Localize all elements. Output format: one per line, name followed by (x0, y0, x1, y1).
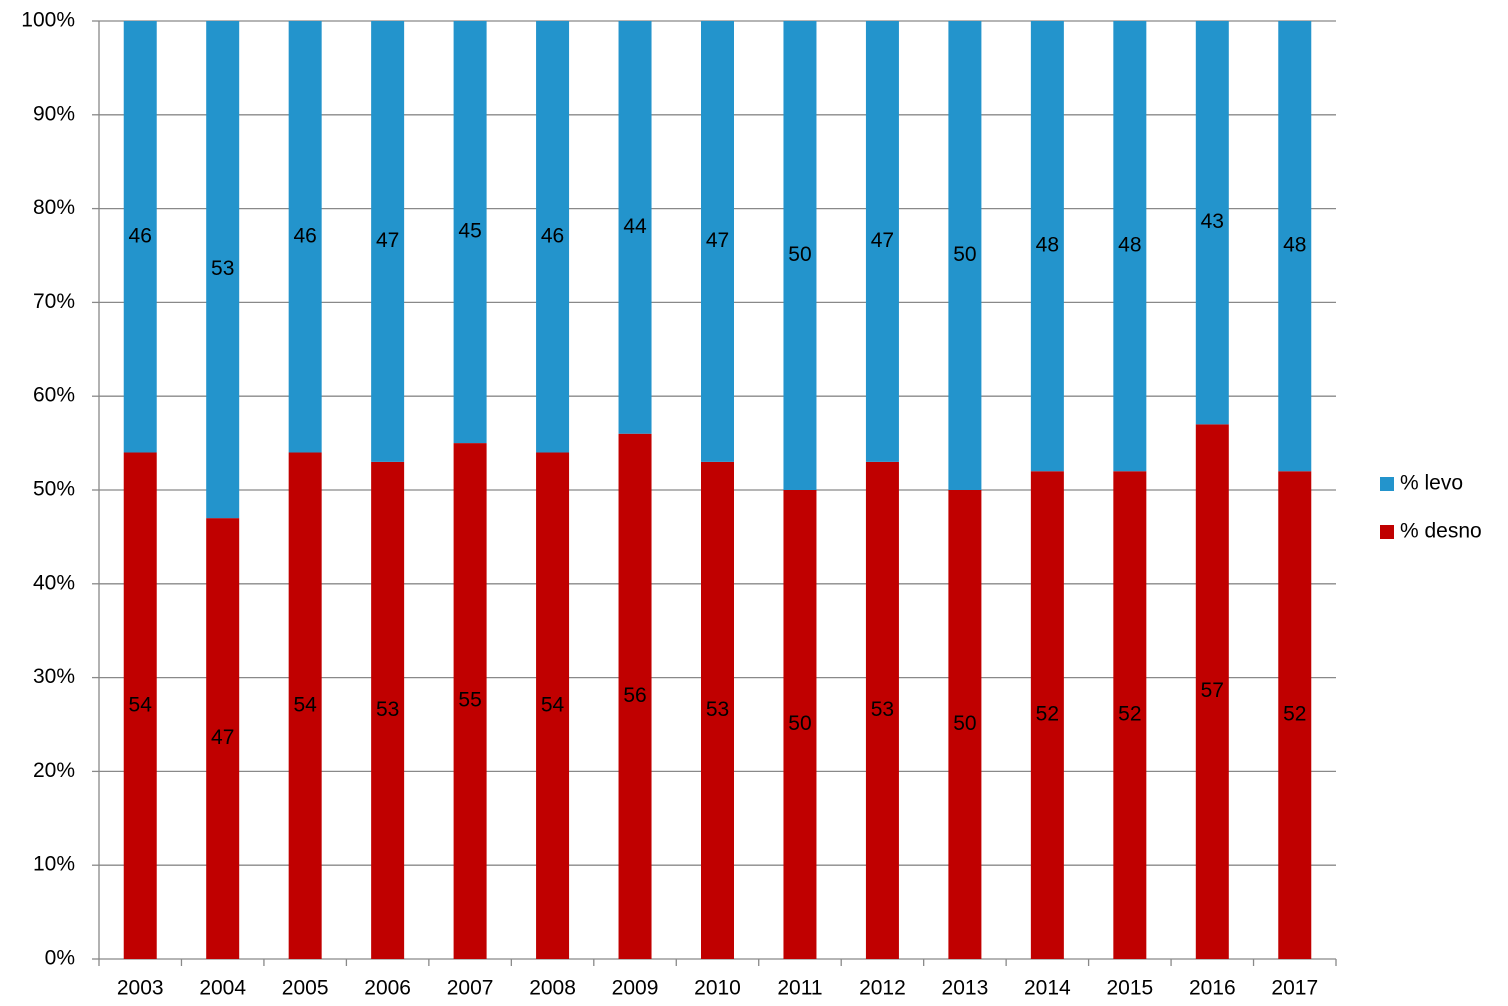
data-label: 53 (211, 257, 234, 280)
data-label: 47 (706, 229, 729, 252)
y-tick-label: 20% (33, 759, 75, 782)
bar-segment (453, 21, 487, 444)
bar-segment (1278, 471, 1312, 959)
data-label: 54 (129, 693, 153, 716)
data-label: 47 (211, 726, 234, 749)
y-tick-label: 70% (33, 290, 75, 313)
data-label: 53 (706, 698, 729, 721)
bar-segment (1030, 21, 1064, 472)
data-label: 50 (788, 243, 811, 266)
bar-segment (536, 452, 570, 959)
x-tick-label: 2015 (1106, 977, 1153, 1000)
x-tick-label: 2010 (694, 977, 741, 1000)
data-label: 53 (871, 698, 894, 721)
data-label: 46 (541, 224, 564, 247)
bar-segment (206, 518, 240, 959)
data-label: 54 (293, 693, 317, 716)
data-label: 50 (788, 712, 811, 735)
bar-segment (1113, 471, 1147, 959)
data-label: 47 (376, 229, 399, 252)
bar-segment (288, 21, 322, 453)
y-tick-label: 0% (45, 947, 75, 970)
bar-segment (701, 21, 734, 462)
data-label: 52 (1118, 703, 1141, 726)
bar-segment (1278, 21, 1312, 472)
y-tick-label: 30% (33, 665, 75, 688)
y-tick-label: 90% (33, 102, 75, 125)
legend-label: % levo (1400, 472, 1463, 495)
x-tick-label: 2017 (1271, 977, 1318, 1000)
bar-segment (1195, 21, 1229, 425)
data-label: 57 (1201, 679, 1224, 702)
data-label: 46 (293, 224, 316, 247)
x-tick-label: 2016 (1189, 977, 1236, 1000)
x-tick-label: 2013 (942, 977, 989, 1000)
data-label: 48 (1036, 234, 1059, 257)
data-label: 48 (1283, 234, 1306, 257)
bar-segment (288, 452, 322, 959)
bar-segment (948, 490, 982, 959)
bar-segment (1030, 471, 1064, 959)
x-tick-label: 2004 (199, 977, 246, 1000)
data-label: 50 (953, 712, 976, 735)
data-label: 52 (1036, 703, 1059, 726)
legend-swatch (1380, 525, 1394, 539)
bar-segment (1113, 21, 1147, 472)
data-label: 46 (129, 224, 152, 247)
legend-label: % desno (1400, 520, 1482, 543)
x-tick-label: 2006 (364, 977, 411, 1000)
bar-segment (865, 461, 899, 959)
bar-segment (783, 21, 817, 490)
y-tick-label: 60% (33, 384, 75, 407)
data-label: 44 (623, 215, 647, 238)
bar-segment (948, 21, 982, 490)
x-tick-label: 2008 (529, 977, 576, 1000)
y-tick-label: 10% (33, 853, 75, 876)
bar-segment (783, 490, 817, 959)
data-label: 56 (623, 684, 646, 707)
bar-segment (123, 452, 157, 959)
y-tick-label: 40% (33, 571, 75, 594)
bar-segment (206, 21, 240, 519)
bar-segment (865, 21, 899, 462)
bar-segment (701, 461, 734, 959)
data-label: 53 (376, 698, 399, 721)
data-label: 55 (458, 689, 481, 712)
bar-segment (123, 21, 157, 453)
x-tick-label: 2009 (612, 977, 659, 1000)
bar-segment (371, 21, 405, 462)
y-tick-label: 80% (33, 196, 75, 219)
data-label: 48 (1118, 234, 1141, 257)
x-tick-label: 2003 (117, 977, 164, 1000)
bar-segment (618, 433, 652, 960)
data-label: 50 (953, 243, 976, 266)
bar-segment (536, 21, 570, 453)
x-tick-label: 2014 (1024, 977, 1071, 1000)
x-tick-label: 2011 (777, 977, 822, 1000)
data-label: 45 (458, 220, 481, 243)
data-label: 47 (871, 229, 894, 252)
data-label: 43 (1201, 210, 1224, 233)
bar-segment (371, 461, 405, 959)
x-tick-label: 2005 (282, 977, 329, 1000)
legend-swatch (1380, 477, 1394, 491)
bar-segment (453, 443, 487, 960)
data-label: 54 (541, 693, 565, 716)
x-tick-label: 2007 (447, 977, 494, 1000)
x-tick-label: 2012 (859, 977, 906, 1000)
bar-segment (1195, 424, 1229, 960)
data-label: 52 (1283, 703, 1306, 726)
y-tick-label: 100% (21, 9, 75, 32)
y-tick-label: 50% (33, 478, 75, 501)
bar-segment (618, 21, 652, 434)
